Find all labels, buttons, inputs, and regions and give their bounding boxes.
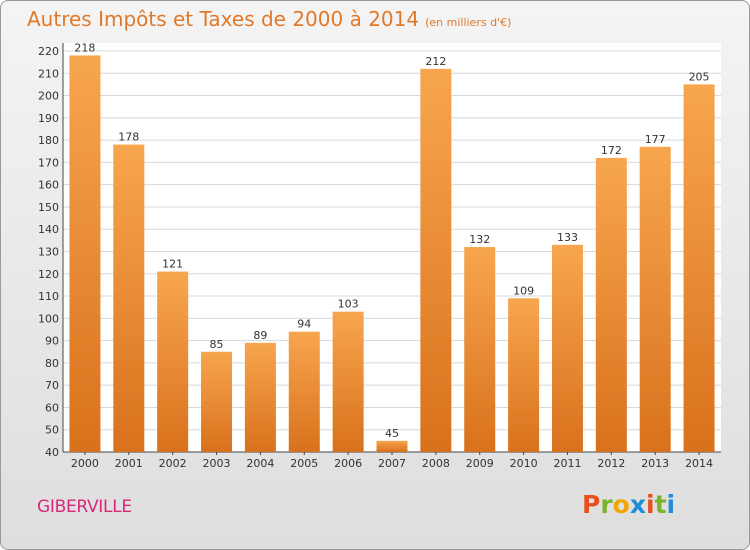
logo-letter: o [612,490,630,519]
x-tick-label: 2014 [685,457,713,470]
y-tick-label: 90 [45,335,59,348]
y-tick-label: 220 [38,45,59,58]
y-tick-label: 160 [38,179,59,192]
bar-value-label: 89 [253,329,267,342]
bar-value-label: 172 [601,144,622,157]
x-tick-label: 2009 [466,457,494,470]
logo-letter: x [629,490,646,519]
bar [464,247,496,452]
city-name: GIBERVILLE [37,497,132,517]
bar-value-label: 103 [338,298,359,311]
y-tick-label: 180 [38,134,59,147]
x-tick-label: 2003 [203,457,231,470]
x-tick-label: 2008 [422,457,450,470]
y-tick-label: 190 [38,112,59,125]
x-tick-label: 2007 [378,457,406,470]
x-tick-label: 2002 [159,457,187,470]
y-tick-label: 70 [45,379,59,392]
bar-value-label: 45 [385,427,399,440]
bar [244,342,276,452]
chart-subtitle: (en milliers d'€) [425,16,512,29]
bar [157,271,189,452]
y-tick-label: 200 [38,90,59,103]
y-tick-label: 210 [38,67,59,80]
bars [69,55,715,453]
chart-title-text: Autres Impôts et Taxes de 2000 à 2014 [27,7,420,31]
bar-value-label: 218 [74,41,95,54]
y-tick-label: 100 [38,312,59,325]
logo-letter: r [600,490,613,519]
y-tick-label: 50 [45,424,59,437]
y-tick-label: 130 [38,246,59,259]
y-tick-label: 110 [38,290,59,303]
bar [288,331,320,452]
y-tick-label: 150 [38,201,59,214]
x-tick-label: 2012 [597,457,625,470]
y-tick-label: 170 [38,156,59,169]
x-tick-label: 2000 [71,457,99,470]
x-tick-label: 2013 [641,457,669,470]
tick-labels: 40 50 60 70 80 90 100 110 120 130 140 150 160 170 180 1… [38,45,713,470]
bar-value-label: 94 [297,318,311,331]
bar-value-label: 177 [645,133,666,146]
bar [376,440,408,452]
logo-letter: i [646,490,655,519]
bar [683,84,715,453]
logo-letter: t [654,490,667,519]
bar [551,244,583,452]
bar-value-label: 121 [162,258,183,271]
y-tick-label: 40 [45,446,59,459]
x-tick-label: 2001 [115,457,143,470]
bar-value-label: 178 [118,131,139,144]
bar [420,68,452,453]
bar [69,55,101,452]
bar [508,298,540,452]
bar [595,157,627,452]
value-labels: 218 178 121 85 89 94 103 45 212 132 109 133 172 177 20… [74,41,709,439]
chart-title: Autres Impôts et Taxes de 2000 à 2014 (en… [27,7,511,31]
bar-value-label: 133 [557,231,578,244]
x-tick-label: 2005 [290,457,318,470]
x-tick-label: 2010 [510,457,538,470]
bar-value-label: 132 [469,233,490,246]
x-tick-label: 2006 [334,457,362,470]
y-tick-label: 120 [38,268,59,281]
logo-letter: P [582,490,601,519]
x-tick-label: 2004 [246,457,274,470]
bar-value-label: 85 [210,338,224,351]
x-tick-label: 2011 [553,457,581,470]
bar [201,351,233,452]
y-tick-label: 80 [45,357,59,370]
y-tick-label: 60 [45,401,59,414]
bar-value-label: 205 [689,70,710,83]
bar-value-label: 109 [513,284,534,297]
bar [639,146,671,453]
logo-letter: i [666,490,676,519]
bar-value-label: 212 [425,55,446,68]
bar [113,144,145,453]
bar [332,311,364,452]
y-tick-label: 140 [38,223,59,236]
proxiti-logo: Proxiti [582,490,675,519]
